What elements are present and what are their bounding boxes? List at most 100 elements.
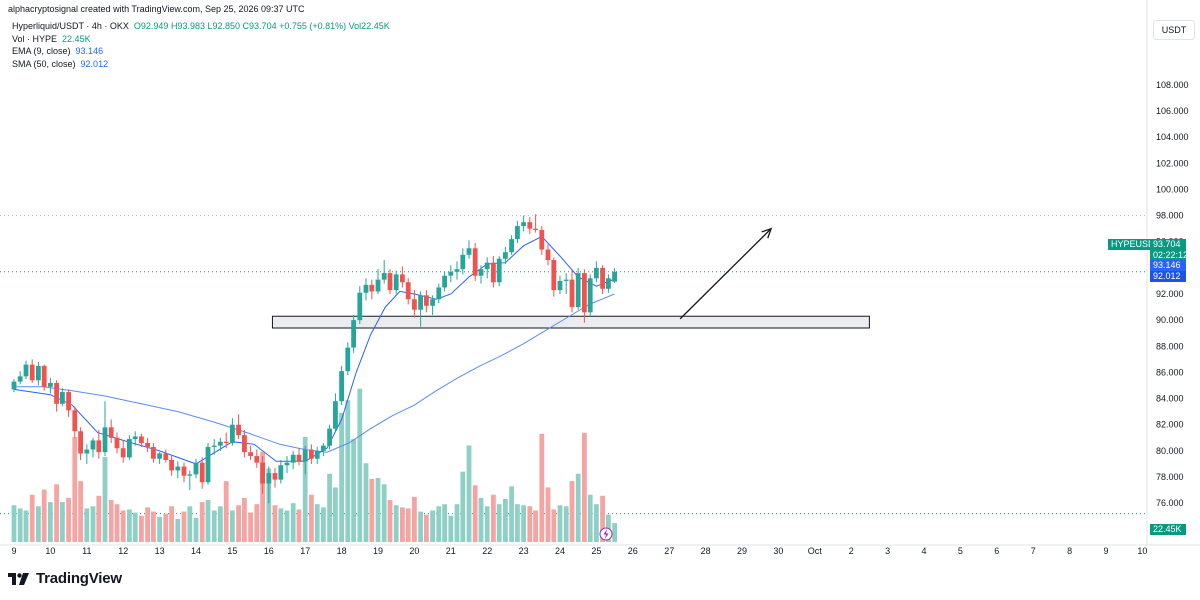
candle-body — [145, 443, 150, 447]
time-tick-label: 19 — [373, 546, 383, 556]
candle-body — [223, 441, 229, 444]
price-tick-label: 80.000 — [1156, 446, 1184, 456]
candle-body — [11, 381, 17, 390]
symbol-price-tag: HYPEUSDT — [1108, 239, 1164, 250]
candle — [205, 443, 211, 485]
time-axis[interactable]: 9 10 11 12 13 14 15 16 17 18 19 20 21 22 23 24 25 26 27 28 2… — [11, 546, 1147, 556]
volume-bar — [78, 481, 84, 542]
candle-body — [466, 248, 472, 255]
candle-body — [157, 453, 162, 459]
candle — [284, 456, 290, 474]
volume-bar — [399, 507, 405, 542]
volume-bar — [375, 477, 381, 542]
candle — [521, 215, 526, 232]
candle-body — [545, 249, 551, 261]
volume-bar — [381, 484, 387, 542]
sma-legend-row[interactable]: SMA (50, close) 92.012 — [12, 58, 390, 71]
candle — [187, 470, 193, 491]
candle-body — [35, 365, 41, 381]
volume-bar — [357, 388, 363, 542]
time-tick-label: 10 — [45, 546, 55, 556]
sma-value: 92.012 — [80, 58, 109, 69]
candle — [223, 432, 229, 449]
ema-legend-row[interactable]: EMA (9, close) 93.146 — [12, 45, 390, 58]
volume-bar — [327, 473, 332, 542]
volume-bar — [108, 500, 114, 542]
volume-bar — [442, 504, 448, 542]
currency-selector[interactable]: USDT — [1153, 20, 1195, 40]
candle — [551, 257, 557, 297]
volume-bar — [575, 473, 581, 542]
lightning-icon[interactable] — [599, 527, 613, 541]
candle — [132, 431, 138, 446]
candle — [333, 393, 338, 432]
volume-bar — [72, 437, 78, 542]
trend-arrow[interactable] — [679, 227, 773, 320]
candle — [230, 418, 235, 446]
volume-bar — [424, 514, 429, 542]
candle-body — [284, 462, 290, 466]
open-value: O92.949 — [133, 21, 169, 31]
candle — [515, 220, 520, 244]
symbol-legend-row[interactable]: Hyperliquid/USDT · 4h · OKX O92.949 H93.… — [12, 20, 390, 33]
candle — [387, 269, 393, 295]
volume-bar — [23, 510, 29, 542]
volume-bar — [521, 505, 526, 542]
candle-body — [399, 274, 405, 283]
time-tick-label: 28 — [701, 546, 711, 556]
candle — [169, 456, 175, 476]
candle-body — [600, 267, 605, 289]
volume-bar — [175, 518, 181, 542]
volume-bar — [587, 494, 593, 542]
candle-body — [533, 228, 539, 230]
volume-bar — [484, 506, 490, 542]
candle — [533, 214, 539, 233]
candle — [575, 267, 581, 310]
time-tick-label: 18 — [337, 546, 347, 556]
candle-body — [230, 424, 235, 444]
price-tick-label: 86.000 — [1156, 367, 1184, 377]
candle-body — [375, 279, 381, 292]
candle — [612, 268, 617, 283]
volume-bar — [139, 515, 144, 542]
candle — [66, 389, 71, 417]
volume-bar — [157, 516, 162, 542]
candle-body — [163, 453, 169, 461]
candle-body — [436, 287, 442, 300]
volume-price-tag: 22.45K — [1150, 524, 1186, 535]
candle — [563, 273, 569, 295]
candle-body — [23, 364, 29, 377]
volume-bar — [223, 481, 229, 542]
volume-bar — [248, 512, 253, 542]
volume-bar — [308, 494, 314, 542]
candle-body — [333, 401, 338, 429]
candle-body — [60, 392, 65, 404]
chart-legend: Hyperliquid/USDT · 4h · OKX O92.949 H93.… — [12, 20, 390, 70]
price-tick-label: 102.000 — [1156, 158, 1189, 168]
candle — [369, 279, 375, 300]
price-axis[interactable]: 108.000 106.000 104.000 102.000 100.000 98.00… — [1156, 80, 1189, 534]
candle — [175, 461, 181, 479]
volume-bar — [496, 504, 502, 542]
time-tick-label: 26 — [628, 546, 638, 556]
candle-body — [90, 440, 96, 450]
support-zone[interactable] — [271, 315, 870, 329]
candle — [545, 244, 551, 266]
volume-legend-row[interactable]: Vol · HYPE 22.45K — [12, 33, 390, 46]
candle — [114, 432, 120, 454]
candle — [454, 261, 460, 280]
volume-bar — [412, 496, 417, 542]
candle-body — [490, 262, 496, 283]
tradingview-logo[interactable]: TradingView — [8, 570, 122, 587]
candle — [600, 265, 605, 295]
price-tick-label: 84.000 — [1156, 394, 1184, 404]
volume-bar — [132, 512, 138, 542]
symbol-name[interactable]: Hyperliquid/USDT · 4h · OKX — [12, 21, 129, 31]
candle — [430, 295, 435, 315]
candle — [211, 439, 217, 455]
candle — [436, 283, 442, 304]
candle — [217, 437, 223, 451]
candle — [308, 444, 314, 464]
volume-bar — [236, 505, 241, 542]
